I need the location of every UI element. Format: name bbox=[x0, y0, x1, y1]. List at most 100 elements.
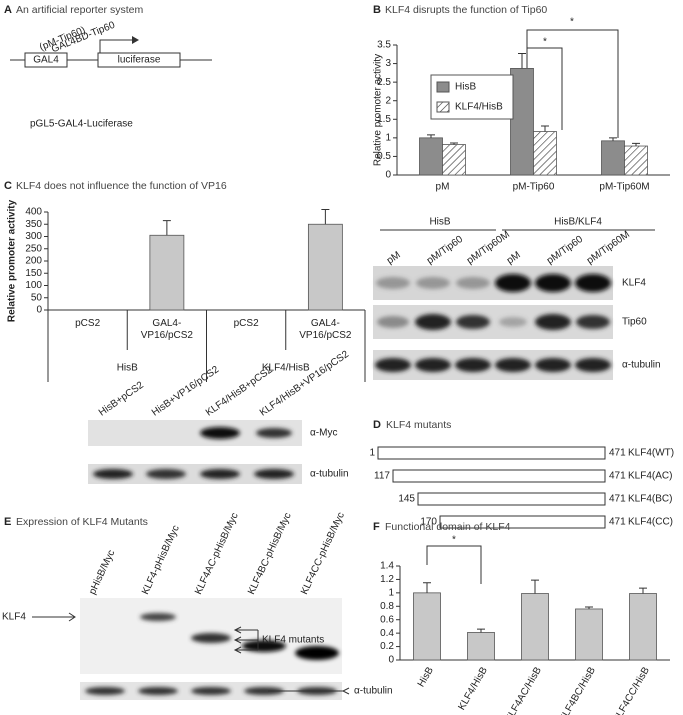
bar bbox=[624, 145, 648, 176]
bar bbox=[510, 68, 534, 176]
mutant-name: KLF4(WT) bbox=[628, 448, 674, 459]
x-tick-label: HisB bbox=[416, 665, 436, 689]
x-tick-label: pM-Tip60 bbox=[513, 182, 555, 193]
mutant-bars bbox=[377, 446, 606, 529]
lane-label: KLF4/HisB+VP16/pCS2 bbox=[258, 349, 351, 419]
mutant-start: 1 bbox=[369, 448, 375, 459]
x-tick-label: pM-Tip60M bbox=[599, 182, 649, 193]
bar bbox=[521, 593, 549, 661]
y-tick-label: 2.5 bbox=[377, 77, 391, 88]
y-tick-label: 0.6 bbox=[380, 614, 394, 625]
bar bbox=[601, 140, 625, 176]
lane-label: pM bbox=[385, 250, 403, 267]
y-tick-label: 0.8 bbox=[380, 601, 394, 612]
y-tick-label: 50 bbox=[31, 292, 43, 303]
significance-bracket bbox=[426, 545, 482, 584]
error-bar bbox=[541, 125, 549, 132]
y-tick-label: 400 bbox=[25, 207, 42, 218]
lane-label: pM/Tip60 bbox=[425, 234, 466, 267]
error-bar bbox=[321, 209, 330, 225]
chart-title: KLF4 disrupts the function of Tip60 bbox=[385, 4, 547, 16]
y-tick-label: 100 bbox=[25, 280, 42, 291]
panel-letter: A bbox=[4, 4, 12, 16]
error-bar bbox=[639, 587, 647, 594]
x-tick-label: pCS2 bbox=[233, 318, 259, 329]
y-tick-label: 300 bbox=[25, 231, 42, 242]
x-tick-label: KLF4CC/HisB bbox=[611, 665, 652, 715]
element-label: luciferase bbox=[118, 55, 161, 66]
bar bbox=[467, 632, 495, 661]
legend-swatch bbox=[436, 81, 450, 93]
mutant-end: 471 bbox=[609, 448, 626, 459]
lane-label: pM bbox=[505, 250, 523, 267]
mutant-name: KLF4(BC) bbox=[628, 494, 672, 505]
x-tick-label: pCS2 bbox=[75, 318, 101, 329]
error-bar bbox=[450, 142, 458, 145]
y-tick-label: 0 bbox=[388, 655, 394, 666]
y-tick-label: 0 bbox=[385, 170, 391, 181]
luciferase-box bbox=[97, 52, 181, 68]
lane-label: pM/Tip60M bbox=[465, 229, 512, 266]
mutant-end: 471 bbox=[609, 494, 626, 505]
group-label: KLF4/HisB bbox=[262, 363, 310, 374]
bar bbox=[413, 592, 441, 661]
blot-image bbox=[373, 266, 613, 380]
y-tick-label: 0.5 bbox=[377, 151, 391, 162]
significance-bracket bbox=[526, 29, 619, 138]
legend-swatch bbox=[436, 101, 450, 113]
lane-label: KLF4AC-pHisB/Myc bbox=[193, 511, 241, 596]
arrow bbox=[268, 687, 350, 695]
mutant-start: 170 bbox=[420, 517, 437, 528]
mutant-start: 117 bbox=[374, 471, 390, 482]
panel-title: Expression of KLF4 Mutants bbox=[16, 516, 148, 528]
arrows bbox=[233, 626, 259, 654]
y-tick-label: 1.5 bbox=[377, 114, 391, 125]
mutant-end: 471 bbox=[609, 471, 626, 482]
blot-group: HisB/KLF4 bbox=[554, 217, 602, 228]
bar bbox=[307, 223, 343, 311]
error-bar bbox=[427, 134, 435, 138]
y-tick-label: 250 bbox=[25, 243, 42, 254]
error-bar bbox=[609, 137, 617, 141]
error-bar bbox=[518, 53, 526, 69]
panel-letter: C bbox=[4, 180, 12, 192]
bar bbox=[419, 137, 443, 176]
y-tick-label: 0.2 bbox=[380, 641, 394, 652]
blot-row-label: α-tubulin bbox=[622, 360, 661, 371]
blot-image bbox=[88, 420, 302, 484]
legend-label: KLF4/HisB bbox=[455, 102, 503, 113]
chart-title: Functional domain of KLF4 bbox=[385, 521, 511, 533]
bar bbox=[442, 144, 466, 176]
y-axis-label: Relative promoter activity bbox=[7, 199, 18, 322]
bar bbox=[629, 593, 657, 661]
panel-title: KLF4 mutants bbox=[386, 419, 451, 431]
band-label: KLF4 bbox=[2, 612, 26, 623]
y-tick-label: 1 bbox=[385, 132, 391, 143]
error-bar bbox=[423, 582, 431, 593]
panel-title: An artificial reporter system bbox=[16, 4, 143, 16]
error-bar bbox=[162, 220, 171, 236]
lane-label: HisB+pCS2 bbox=[97, 380, 146, 419]
panel-letter: B bbox=[373, 4, 381, 16]
x-tick-label: GAL4-VP16/pCS2 bbox=[299, 318, 352, 341]
blot-row-label: α-tubulin bbox=[310, 469, 349, 480]
arrowhead bbox=[132, 36, 139, 44]
blot-row-label: α-Myc bbox=[310, 428, 337, 439]
lane-label: KLF4-pHisB/Myc bbox=[140, 524, 182, 597]
mutant-name: KLF4(AC) bbox=[628, 471, 672, 482]
mutant-name: KLF4(CC) bbox=[628, 517, 673, 528]
y-tick-label: 3.5 bbox=[377, 40, 391, 51]
lane-label: KLF4BC-pHisB/Myc bbox=[246, 511, 294, 596]
y-tick-label: 1.4 bbox=[380, 561, 394, 572]
lane-label: pM/Tip60 bbox=[545, 234, 586, 267]
band-label: KLF4 mutants bbox=[262, 635, 324, 646]
blot-row-label: Tip60 bbox=[622, 317, 647, 328]
band-label: α-tubulin bbox=[354, 686, 393, 697]
y-tick-label: 1 bbox=[388, 587, 394, 598]
arrow bbox=[32, 612, 76, 622]
bar bbox=[533, 131, 557, 176]
x-tick-label: pM bbox=[436, 182, 450, 193]
panel-letter: E bbox=[4, 516, 11, 528]
x-tick-label: GAL4-VP16/pCS2 bbox=[140, 318, 193, 341]
